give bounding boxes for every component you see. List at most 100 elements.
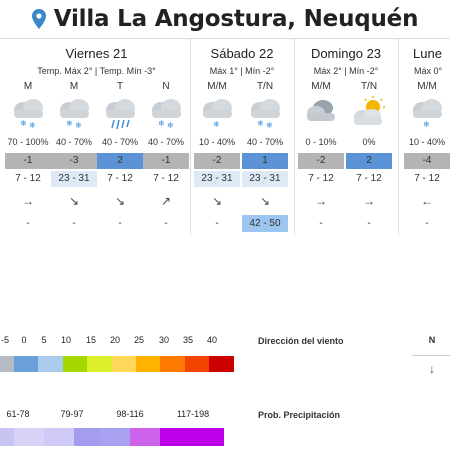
- temp-scale-label: 40: [206, 335, 217, 345]
- wind-direction-arrow: ↘: [68, 194, 80, 208]
- gust-scale-label: 117-198: [176, 409, 210, 419]
- gust-scale-swatch: [130, 428, 160, 446]
- svg-text:❄: ❄: [213, 120, 220, 129]
- slot-label: T/N: [256, 81, 274, 92]
- svg-text:❄: ❄: [266, 121, 273, 130]
- gust-scale-swatch: [160, 428, 224, 446]
- gust-value: -: [215, 218, 219, 229]
- gust-value: -: [367, 218, 371, 229]
- wind-speed: 7 - 12: [153, 173, 179, 184]
- svg-text:❄: ❄: [257, 119, 264, 128]
- temperature-cell: -2: [194, 153, 240, 169]
- sleet-cloud-icon: [106, 99, 135, 130]
- day-name: Domingo 23: [310, 46, 382, 61]
- wind-speed: 7 - 12: [356, 173, 382, 184]
- precipitation-legend-title: Prob. Precipitación: [258, 410, 341, 420]
- slot-label: M/M: [207, 81, 227, 92]
- gust-scale-swatch: [14, 428, 44, 446]
- location-title: Villa La Angostura, Neuquén: [53, 6, 419, 32]
- temperature-cell: 1: [242, 153, 288, 169]
- gust-value: 42 - 50: [242, 215, 288, 232]
- gust-value: -: [425, 218, 429, 229]
- gust-scale-label: 61-78: [6, 409, 30, 419]
- temp-scale-label: 5: [41, 335, 47, 345]
- temperature-cell: -4: [404, 153, 450, 169]
- precip-prob: 0 - 10%: [305, 137, 337, 147]
- gust-value: -: [319, 218, 323, 229]
- svg-text:❄: ❄: [29, 121, 36, 130]
- temperature-cell: -1: [5, 153, 51, 169]
- wind-direction-arrow: →: [315, 194, 327, 208]
- wind-speed: 23 - 31: [194, 171, 240, 187]
- gust-value: -: [164, 218, 168, 229]
- gust-scale-label: 98-116: [116, 409, 144, 419]
- forecast-grid: Viernes 21 Temp. Máx 2° | Temp. Mín -3° …: [0, 38, 450, 236]
- wind-speed: 7 - 12: [107, 173, 133, 184]
- precip-prob: 40 - 70%: [246, 137, 284, 147]
- temp-scale-label: 20: [109, 335, 120, 345]
- temp-scale-swatch: [62, 356, 88, 372]
- precip-prob: 40 - 70%: [147, 137, 185, 147]
- temp-scale-label: 15: [85, 335, 96, 345]
- day-divider: [294, 39, 295, 235]
- day-temp-summary: Temp. Máx 2° | Temp. Mín -3°: [37, 66, 156, 76]
- snow-cloud-icon: ❄ ❄: [152, 99, 181, 130]
- temp-scale-swatch: [111, 356, 136, 372]
- temp-scale-label: 10: [60, 335, 71, 345]
- precip-prob: 10 - 40%: [408, 137, 446, 147]
- wind-direction-arrow: →: [363, 194, 375, 208]
- temp-scale-swatch: [209, 356, 234, 372]
- temp-scale-label: 0: [21, 335, 27, 345]
- day-divider: [190, 39, 191, 235]
- svg-text:❄: ❄: [167, 121, 174, 130]
- cloudy-icon: [307, 100, 335, 121]
- wind-legend-arrow-icon: ↓: [429, 362, 435, 376]
- snow-cloud-icon: ❄ ❄: [60, 99, 89, 130]
- day-divider: [398, 39, 399, 235]
- temp-scale-swatch: [87, 356, 112, 372]
- slot-label: M/M: [417, 81, 437, 92]
- temp-scale-swatch: [135, 356, 161, 372]
- precip-prob: 40 - 70%: [55, 137, 93, 147]
- gust-value: -: [72, 218, 76, 229]
- wind-direction-arrow: ↘: [211, 194, 223, 208]
- temp-scale-label: 25: [133, 335, 144, 345]
- temp-scale-swatch: [160, 356, 185, 372]
- wind-speed: 7 - 12: [414, 173, 440, 184]
- svg-text:❄: ❄: [20, 119, 27, 128]
- slot-label: T: [116, 81, 124, 92]
- snow-cloud-icon: ❄: [413, 99, 442, 129]
- gust-scale-label: 79-97: [60, 409, 84, 419]
- precip-prob: 40 - 70%: [101, 137, 139, 147]
- temp-scale-swatch: [38, 356, 63, 372]
- wind-direction-arrow: ←: [421, 194, 433, 208]
- wind-direction-arrow: →: [22, 194, 34, 208]
- svg-text:❄: ❄: [158, 119, 165, 128]
- day-column-viernes: Viernes 21 Temp. Máx 2° | Temp. Mín -3° …: [5, 39, 189, 235]
- temperature-cell: -3: [51, 153, 97, 169]
- wind-direction-arrow: ↗: [160, 194, 172, 208]
- day-temp-summary: Máx 2° | Mín -2°: [313, 66, 379, 76]
- wind-speed: 23 - 31: [51, 171, 97, 187]
- svg-text:❄: ❄: [75, 121, 82, 130]
- temperature-cell: -2: [298, 153, 344, 169]
- temp-scale-label: -5: [0, 335, 9, 345]
- temperature-cell: -1: [143, 153, 189, 169]
- wind-direction-arrow: ↘: [259, 194, 271, 208]
- gust-color-scale: [0, 428, 224, 446]
- temp-scale-swatch: [14, 356, 39, 372]
- slot-label: M/M: [311, 81, 331, 92]
- precip-prob: 70 - 100%: [7, 137, 49, 147]
- location-header: Villa La Angostura, Neuquén: [0, 4, 450, 34]
- temperature-cell: 2: [97, 153, 143, 169]
- slot-label: T/N: [360, 81, 378, 92]
- slot-label: M: [23, 81, 33, 92]
- slot-label: M: [69, 81, 79, 92]
- temperature-color-scale: [0, 356, 234, 372]
- wind-speed: 23 - 31: [242, 171, 288, 187]
- precip-prob: 0%: [362, 137, 376, 147]
- snow-cloud-icon: ❄ ❄: [251, 99, 280, 130]
- day-column-sabado: Sábado 22 Máx 1° | Mín -2° M/M ❄ 10 - 40…: [192, 39, 292, 235]
- sun-cloud-icon: [354, 96, 385, 125]
- snow-cloud-icon: ❄ ❄: [14, 99, 43, 130]
